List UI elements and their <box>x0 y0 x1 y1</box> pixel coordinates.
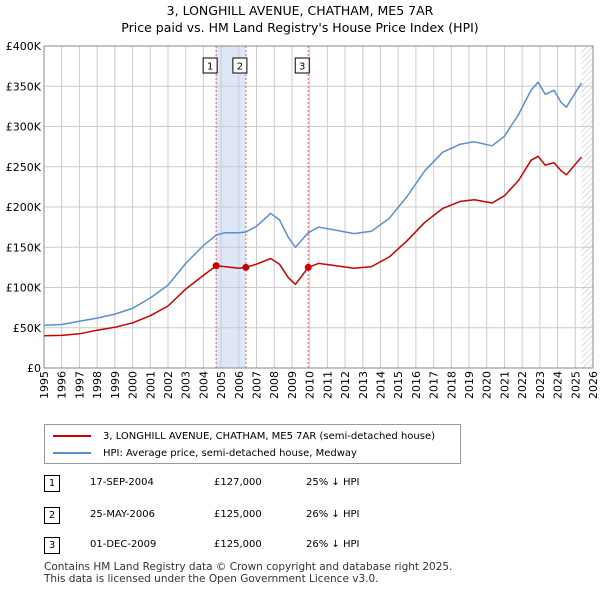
transaction-hpi: 25% ↓ HPI <box>306 477 360 488</box>
transaction-marker-label: 3 <box>299 62 305 73</box>
y-tick-label: £200K <box>6 201 42 214</box>
transaction-marker-box <box>232 57 248 74</box>
transaction-row: 3 01-DEC-2009 £125,000 26% ↓ HPI <box>44 537 544 555</box>
chart-subtitle: Price paid vs. HM Land Registry's House … <box>121 20 479 35</box>
x-tick-label: 2012 <box>339 371 352 399</box>
x-tick-label: 1997 <box>73 371 86 399</box>
x-tick-label: 2000 <box>127 371 140 399</box>
x-tick-label: 2002 <box>162 371 175 399</box>
y-tick-label: £100K <box>6 282 42 295</box>
transaction-date: 25-MAY-2006 <box>90 509 156 520</box>
x-tick-label: 2006 <box>233 371 246 399</box>
transaction-point <box>242 263 250 271</box>
transaction-point <box>212 262 220 270</box>
x-tick-label: 2018 <box>445 371 458 399</box>
transaction-date: 01-DEC-2009 <box>90 539 157 550</box>
legend-label-price: 3, LONGHILL AVENUE, CHATHAM, ME5 7AR (se… <box>103 430 436 442</box>
hpi-line <box>43 81 583 327</box>
x-tick-label: 2008 <box>268 371 281 399</box>
x-tick-label: 2005 <box>215 371 228 399</box>
transaction-number: 2 <box>44 507 60 524</box>
x-tick-label: 2021 <box>498 371 511 399</box>
x-tick-label: 2001 <box>144 371 157 399</box>
legend-label-hpi: HPI: Average price, semi-detached house,… <box>103 447 357 459</box>
chart-title: 3, LONGHILL AVENUE, CHATHAM, ME5 7AR <box>166 3 434 18</box>
y-tick-label: £150K <box>6 241 42 254</box>
legend-swatch-price <box>53 435 91 437</box>
x-tick-label: 2026 <box>587 371 600 399</box>
legend-entry-price: 3, LONGHILL AVENUE, CHATHAM, ME5 7AR (se… <box>53 429 435 443</box>
x-tick-label: 2015 <box>392 371 405 399</box>
x-tick-label: 2011 <box>321 371 334 399</box>
footer-copyright: Contains HM Land Registry data © Crown c… <box>44 561 453 573</box>
transaction-marker-box <box>294 57 310 74</box>
y-tick-label: £0 <box>27 362 41 375</box>
transaction-marker-label: 2 <box>237 62 243 73</box>
chart-legend: 3, LONGHILL AVENUE, CHATHAM, ME5 7AR (se… <box>44 424 461 464</box>
x-tick-label: 2014 <box>374 371 387 399</box>
transaction-number: 1 <box>44 475 60 492</box>
transaction-hpi: 26% ↓ HPI <box>306 509 360 520</box>
x-tick-label: 2022 <box>516 371 529 399</box>
legend-entry-hpi: HPI: Average price, semi-detached house,… <box>53 446 357 460</box>
transaction-price: £125,000 <box>214 539 262 550</box>
price-line <box>43 155 583 337</box>
y-tick-label: £400K <box>6 40 42 53</box>
y-tick-label: £250K <box>6 161 42 174</box>
price-chart: 1 2 3 £0 £50K £100K £150K £200K £250K £300K £350K £… <box>6 40 600 399</box>
transaction-marker-label: 1 <box>207 62 213 73</box>
x-tick-label: 1998 <box>91 371 104 399</box>
x-tick-label: 2023 <box>534 371 547 399</box>
transaction-number: 3 <box>44 537 60 554</box>
x-tick-label: 2010 <box>304 371 317 399</box>
x-tick-label: 2024 <box>552 371 565 399</box>
x-tick-label: 2013 <box>357 371 370 399</box>
x-tick-label: 2020 <box>481 371 494 399</box>
y-tick-label: £300K <box>6 121 42 134</box>
legend-swatch-hpi <box>53 452 91 454</box>
x-tick-label: 2007 <box>251 371 264 399</box>
footer-licence: This data is licensed under the Open Gov… <box>44 573 379 585</box>
y-tick-label: £50K <box>13 322 42 335</box>
x-tick-label: 2016 <box>410 371 423 399</box>
transaction-row: 2 25-MAY-2006 £125,000 26% ↓ HPI <box>44 507 544 525</box>
transaction-point <box>304 263 312 271</box>
x-tick-label: 2004 <box>197 371 210 399</box>
plot-frame <box>43 45 594 369</box>
transaction-price: £125,000 <box>214 509 262 520</box>
x-tick-label: 2019 <box>463 371 476 399</box>
x-tick-label: 2017 <box>428 371 441 399</box>
transaction-date: 17-SEP-2004 <box>90 477 154 488</box>
transaction-hpi: 26% ↓ HPI <box>306 539 360 550</box>
x-tick-label: 1995 <box>38 371 51 399</box>
x-tick-label: 2025 <box>569 371 582 399</box>
x-tick-label: 2009 <box>286 371 299 399</box>
x-tick-label: 1996 <box>56 371 69 399</box>
transaction-row: 1 17-SEP-2004 £127,000 25% ↓ HPI <box>44 475 544 493</box>
transaction-price: £127,000 <box>214 477 262 488</box>
x-tick-label: 2003 <box>180 371 193 399</box>
transaction-marker-box <box>202 57 218 74</box>
x-tick-label: 1999 <box>109 371 122 399</box>
y-tick-label: £350K <box>6 80 42 93</box>
